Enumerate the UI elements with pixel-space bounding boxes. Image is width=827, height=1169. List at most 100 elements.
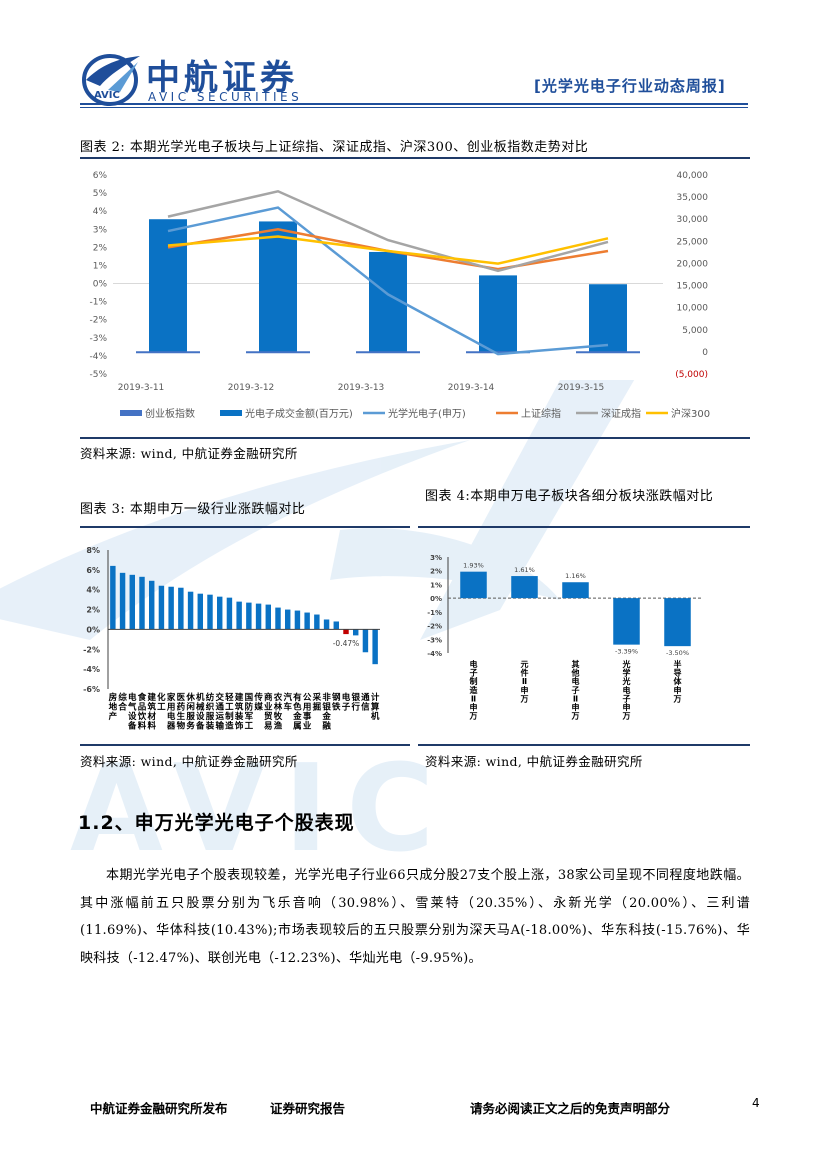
- x-axis-tick: 2019-3-15: [558, 383, 605, 393]
- subsector-bar: [613, 598, 640, 645]
- x-axis-tick-char: 电: [572, 676, 580, 686]
- x-axis-tick-char: 气: [127, 702, 137, 713]
- right-axis-tick: 40,000: [677, 171, 709, 181]
- x-axis-tick-char: 算: [371, 702, 380, 713]
- x-axis-tick-char: 制: [225, 711, 234, 722]
- industry-bar: [178, 587, 184, 630]
- figure2-chart: 6% 5% 4% 3% 2% 1% 0% -1% -2% -3% -4% -5% 40,000 35,00…: [89, 171, 710, 420]
- industry-bar: [255, 603, 262, 630]
- x-axis-tick-char: 牧: [274, 711, 283, 722]
- x-axis-tick-char: 机: [196, 692, 205, 703]
- figure2-title: 图表 2: 本期光学光电子板块与上证综指、深证成指、沪深300、创业板指数走势对…: [80, 140, 589, 155]
- x-axis-tick-char: 交: [215, 692, 224, 703]
- x-axis-tick-char: 工: [245, 722, 254, 732]
- x-axis-tick-char: 输: [215, 721, 224, 732]
- x-axis-tick-char: 农: [273, 692, 283, 703]
- x-axis-tick-char: 电: [342, 692, 351, 703]
- x-axis-tick-char: 其: [572, 659, 580, 669]
- x-axis-tick-char: 建: [146, 692, 156, 703]
- x-axis-tick-char: 纺: [206, 692, 215, 703]
- x-axis-tick-char: 电: [128, 692, 137, 703]
- turnover-bar: [259, 221, 297, 352]
- data-label: -3.50%: [666, 649, 689, 657]
- x-axis-tick-char: 申: [572, 702, 580, 712]
- x-axis-tick: 2019-3-11: [118, 383, 165, 393]
- subsector-bar: [460, 571, 487, 599]
- footer-left: 中航证券金融研究所发布: [90, 1101, 228, 1116]
- left-axis-tick: 5%: [93, 189, 108, 199]
- industry-bar: [148, 580, 155, 630]
- x-axis-tick-char: Ⅱ: [573, 694, 578, 703]
- turnover-bar: [589, 284, 627, 352]
- x-axis-tick-char: 银: [321, 702, 331, 713]
- legend-label: 光电子成交金额(百万元): [245, 407, 353, 420]
- x-axis-tick-char: 信: [361, 702, 370, 713]
- brand-name-cn: 中航证券: [146, 58, 298, 98]
- x-axis-tick-char: 制: [470, 676, 478, 686]
- x-axis-tick-char: 通: [215, 702, 224, 713]
- report-tag: [光学光电子行业动态周报]: [534, 77, 726, 95]
- x-axis-tick-char: 光: [622, 659, 631, 669]
- y-axis-tick: 6%: [86, 566, 100, 575]
- legend-swatch: [220, 410, 242, 416]
- left-axis-tick: 6%: [93, 171, 108, 181]
- y-axis-tick: 0%: [86, 625, 100, 634]
- legend-swatch: [120, 410, 142, 416]
- page-number: 4: [752, 1096, 760, 1110]
- industry-bar: [275, 607, 281, 630]
- subsector-bar: [511, 576, 538, 599]
- data-label: 1.16%: [565, 572, 586, 580]
- x-axis-tick-char: 媒: [253, 702, 263, 713]
- x-axis-tick-char: Ⅱ: [471, 694, 476, 703]
- x-axis-tick-char: 件: [521, 668, 529, 678]
- header-rule-thin: [80, 107, 748, 108]
- x-axis-tick-char: 造: [470, 685, 478, 695]
- x-axis-tick-char: 光: [622, 676, 631, 686]
- x-axis-tick-char: 业: [303, 721, 312, 732]
- x-axis-tick-char: 子: [572, 686, 580, 695]
- left-axis-tick: 1%: [93, 261, 108, 271]
- x-axis-tick-char: 金: [292, 711, 302, 722]
- y-axis-tick: -3%: [427, 636, 442, 644]
- x-axis-tick-char: 元: [521, 660, 529, 669]
- x-axis-tick-char: 服: [186, 712, 195, 722]
- figure2-source: 资料来源: wind, 中航证券金融研究所: [80, 446, 298, 461]
- y-axis-tick: 2%: [86, 606, 100, 615]
- subsector-bar: [664, 598, 691, 647]
- x-axis-tick-char: 金: [321, 711, 331, 722]
- x-axis-tick-char: 造: [225, 721, 234, 732]
- x-axis-tick-char: 防: [245, 702, 254, 713]
- figure3-source: 资料来源: wind, 中航证券金融研究所: [80, 754, 298, 769]
- x-axis-tick-char: 申: [521, 685, 529, 695]
- figure4-chart: 3% 2% 1% 0% -1% -2% -3% -4% 1.93% 1.61% 1.16% -3.39…: [427, 554, 703, 721]
- x-axis-tick-char: 物: [177, 721, 186, 732]
- x-axis-tick-char: 易: [264, 721, 273, 732]
- y-axis-tick: 2%: [430, 568, 442, 576]
- industry-bar: [372, 629, 378, 665]
- x-axis-tick-char: 子: [623, 694, 631, 703]
- x-axis-tick-char: 体: [674, 676, 683, 686]
- x-axis-tick-char: 合: [117, 702, 127, 713]
- industry-bar: [216, 596, 223, 630]
- avic-watermark: AVIC: [0, 380, 635, 879]
- x-axis-tick-char: 电: [167, 711, 176, 722]
- y-axis-tick: -1%: [427, 609, 442, 617]
- x-axis-tick-char: 备: [195, 721, 205, 732]
- watermark-text: AVIC: [70, 740, 452, 879]
- x-axis-tick-char: 运: [215, 712, 224, 722]
- x-axis-tick-char: 采: [312, 692, 322, 703]
- data-label: -0.47%: [333, 639, 360, 648]
- x-axis-tick-char: 通: [361, 692, 370, 703]
- section-heading: 1.2、申万光学光电子个股表现: [78, 812, 355, 834]
- figure2-top-rule: [80, 157, 750, 159]
- industry-bar: [119, 572, 126, 630]
- x-axis-tick-char: 装: [205, 721, 215, 732]
- left-axis-tick: -2%: [89, 316, 107, 326]
- x-axis-tick-char: 装: [234, 711, 244, 722]
- x-axis-tick-char: 电: [623, 685, 631, 695]
- x-axis-tick-char: 房: [109, 692, 118, 703]
- industry-bar: [129, 574, 136, 630]
- y-axis-tick: 1%: [430, 581, 442, 589]
- x-axis-tick-char: 融: [322, 721, 331, 732]
- x-axis-tick-char: 料: [138, 721, 147, 732]
